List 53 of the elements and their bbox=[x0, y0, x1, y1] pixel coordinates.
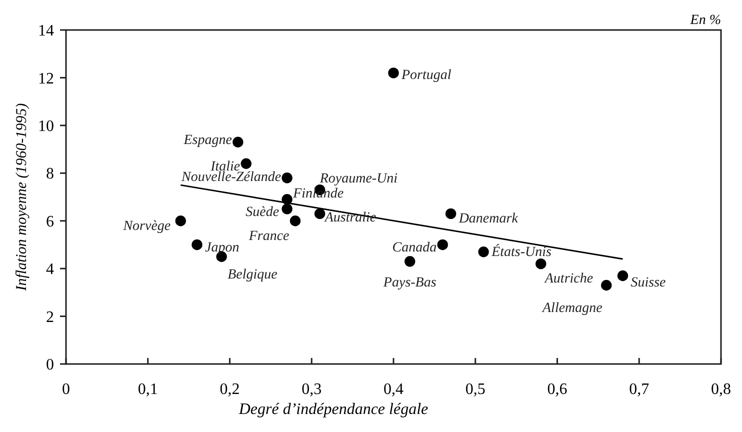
annotation: Japon bbox=[205, 240, 240, 256]
x-axis-title: Degré d’indépendance légale bbox=[238, 401, 428, 418]
y-tick-label: 4 bbox=[46, 261, 54, 278]
y-tick-label: 10 bbox=[38, 118, 54, 136]
point bbox=[478, 246, 489, 258]
x-tick-label: 0,2 bbox=[220, 381, 240, 398]
y-tick-label: 6 bbox=[46, 213, 54, 230]
point bbox=[290, 216, 301, 226]
point bbox=[282, 204, 292, 214]
annotation: Danemark bbox=[458, 212, 519, 227]
point bbox=[445, 208, 456, 220]
point bbox=[437, 239, 448, 250]
annotation: Canada bbox=[392, 240, 437, 256]
y-tick-label: 12 bbox=[38, 70, 54, 88]
point bbox=[192, 239, 202, 250]
point bbox=[232, 136, 244, 148]
annotation: Portugal bbox=[400, 68, 452, 83]
point bbox=[240, 158, 252, 169]
point bbox=[404, 256, 416, 267]
annotation: Royaume-Uni bbox=[318, 172, 398, 187]
annotation: Allemagne bbox=[542, 301, 602, 316]
point bbox=[314, 208, 326, 220]
annotation: Espagne bbox=[182, 133, 232, 148]
point bbox=[175, 216, 186, 226]
annotation: Pays-Bas bbox=[382, 275, 437, 290]
y-axis-title: Inflation moyenne (1960-1995) bbox=[14, 103, 30, 292]
x-tick-label: 0,4 bbox=[384, 381, 404, 398]
annotation: Autriche bbox=[544, 272, 594, 287]
annotation: Australie bbox=[324, 210, 376, 226]
point bbox=[536, 258, 546, 270]
x-tick-label: 0,8 bbox=[711, 381, 731, 398]
annotation: États-Unis bbox=[490, 242, 552, 260]
text: En % bbox=[689, 13, 721, 28]
x-tick-label: 0,7 bbox=[629, 381, 650, 398]
x-tick-label: 0,6 bbox=[547, 381, 568, 398]
annotation: Norvège bbox=[122, 218, 171, 234]
annotation: France bbox=[248, 228, 290, 244]
y-tick-label: 0 bbox=[46, 356, 54, 374]
x-tick-label: 0,5 bbox=[465, 381, 486, 398]
point bbox=[617, 270, 628, 282]
x-tick-label: 0,1 bbox=[138, 381, 158, 398]
point bbox=[601, 280, 612, 291]
point bbox=[282, 172, 292, 184]
annotation: Suède bbox=[246, 204, 280, 220]
y-tick-label: 14 bbox=[38, 22, 54, 40]
y-tick-label: 8 bbox=[46, 166, 54, 183]
point bbox=[388, 68, 399, 78]
annotation: Suisse bbox=[630, 276, 666, 291]
annotation: Belgique bbox=[228, 268, 278, 283]
y-tick-label: 2 bbox=[46, 308, 54, 326]
x-tick-label: 0 bbox=[62, 381, 70, 398]
x-tick-label: 0,3 bbox=[302, 381, 322, 398]
annotation: Nouvelle-Zélande bbox=[180, 170, 282, 185]
